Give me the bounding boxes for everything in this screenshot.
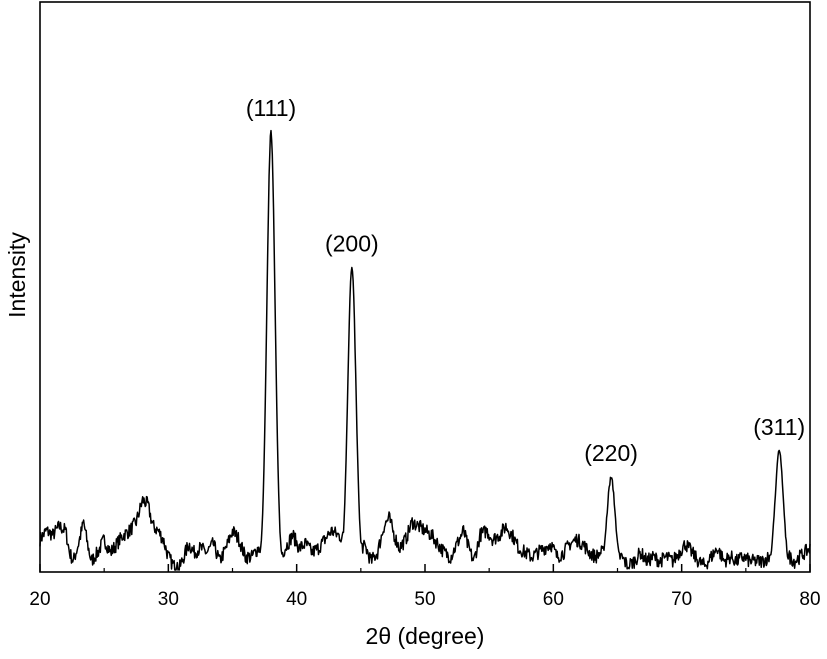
x-axis-title: 2θ (degree) <box>366 623 485 649</box>
plot-frame <box>39 1 811 573</box>
x-tick-label: 80 <box>799 589 820 610</box>
peak-label: (111) <box>246 95 296 121</box>
peak-labels: (111) (200) (220) (311) <box>246 95 805 466</box>
plot-area <box>39 129 811 571</box>
y-axis-title: Intensity <box>4 232 30 318</box>
x-tick-label: 30 <box>158 589 179 610</box>
x-tick-label: 70 <box>671 589 692 610</box>
peak-label: (220) <box>584 440 638 466</box>
x-tick-label: 60 <box>543 589 564 610</box>
x-tick-label: 20 <box>29 589 50 610</box>
x-axis: 20 30 40 50 60 70 80 <box>29 564 821 610</box>
x-tick-label: 50 <box>414 589 435 610</box>
peak-label: (311) <box>753 414 805 440</box>
peak-label: (200) <box>325 230 379 256</box>
diffraction-pattern-line <box>39 129 811 571</box>
x-tick-label: 40 <box>286 589 307 610</box>
